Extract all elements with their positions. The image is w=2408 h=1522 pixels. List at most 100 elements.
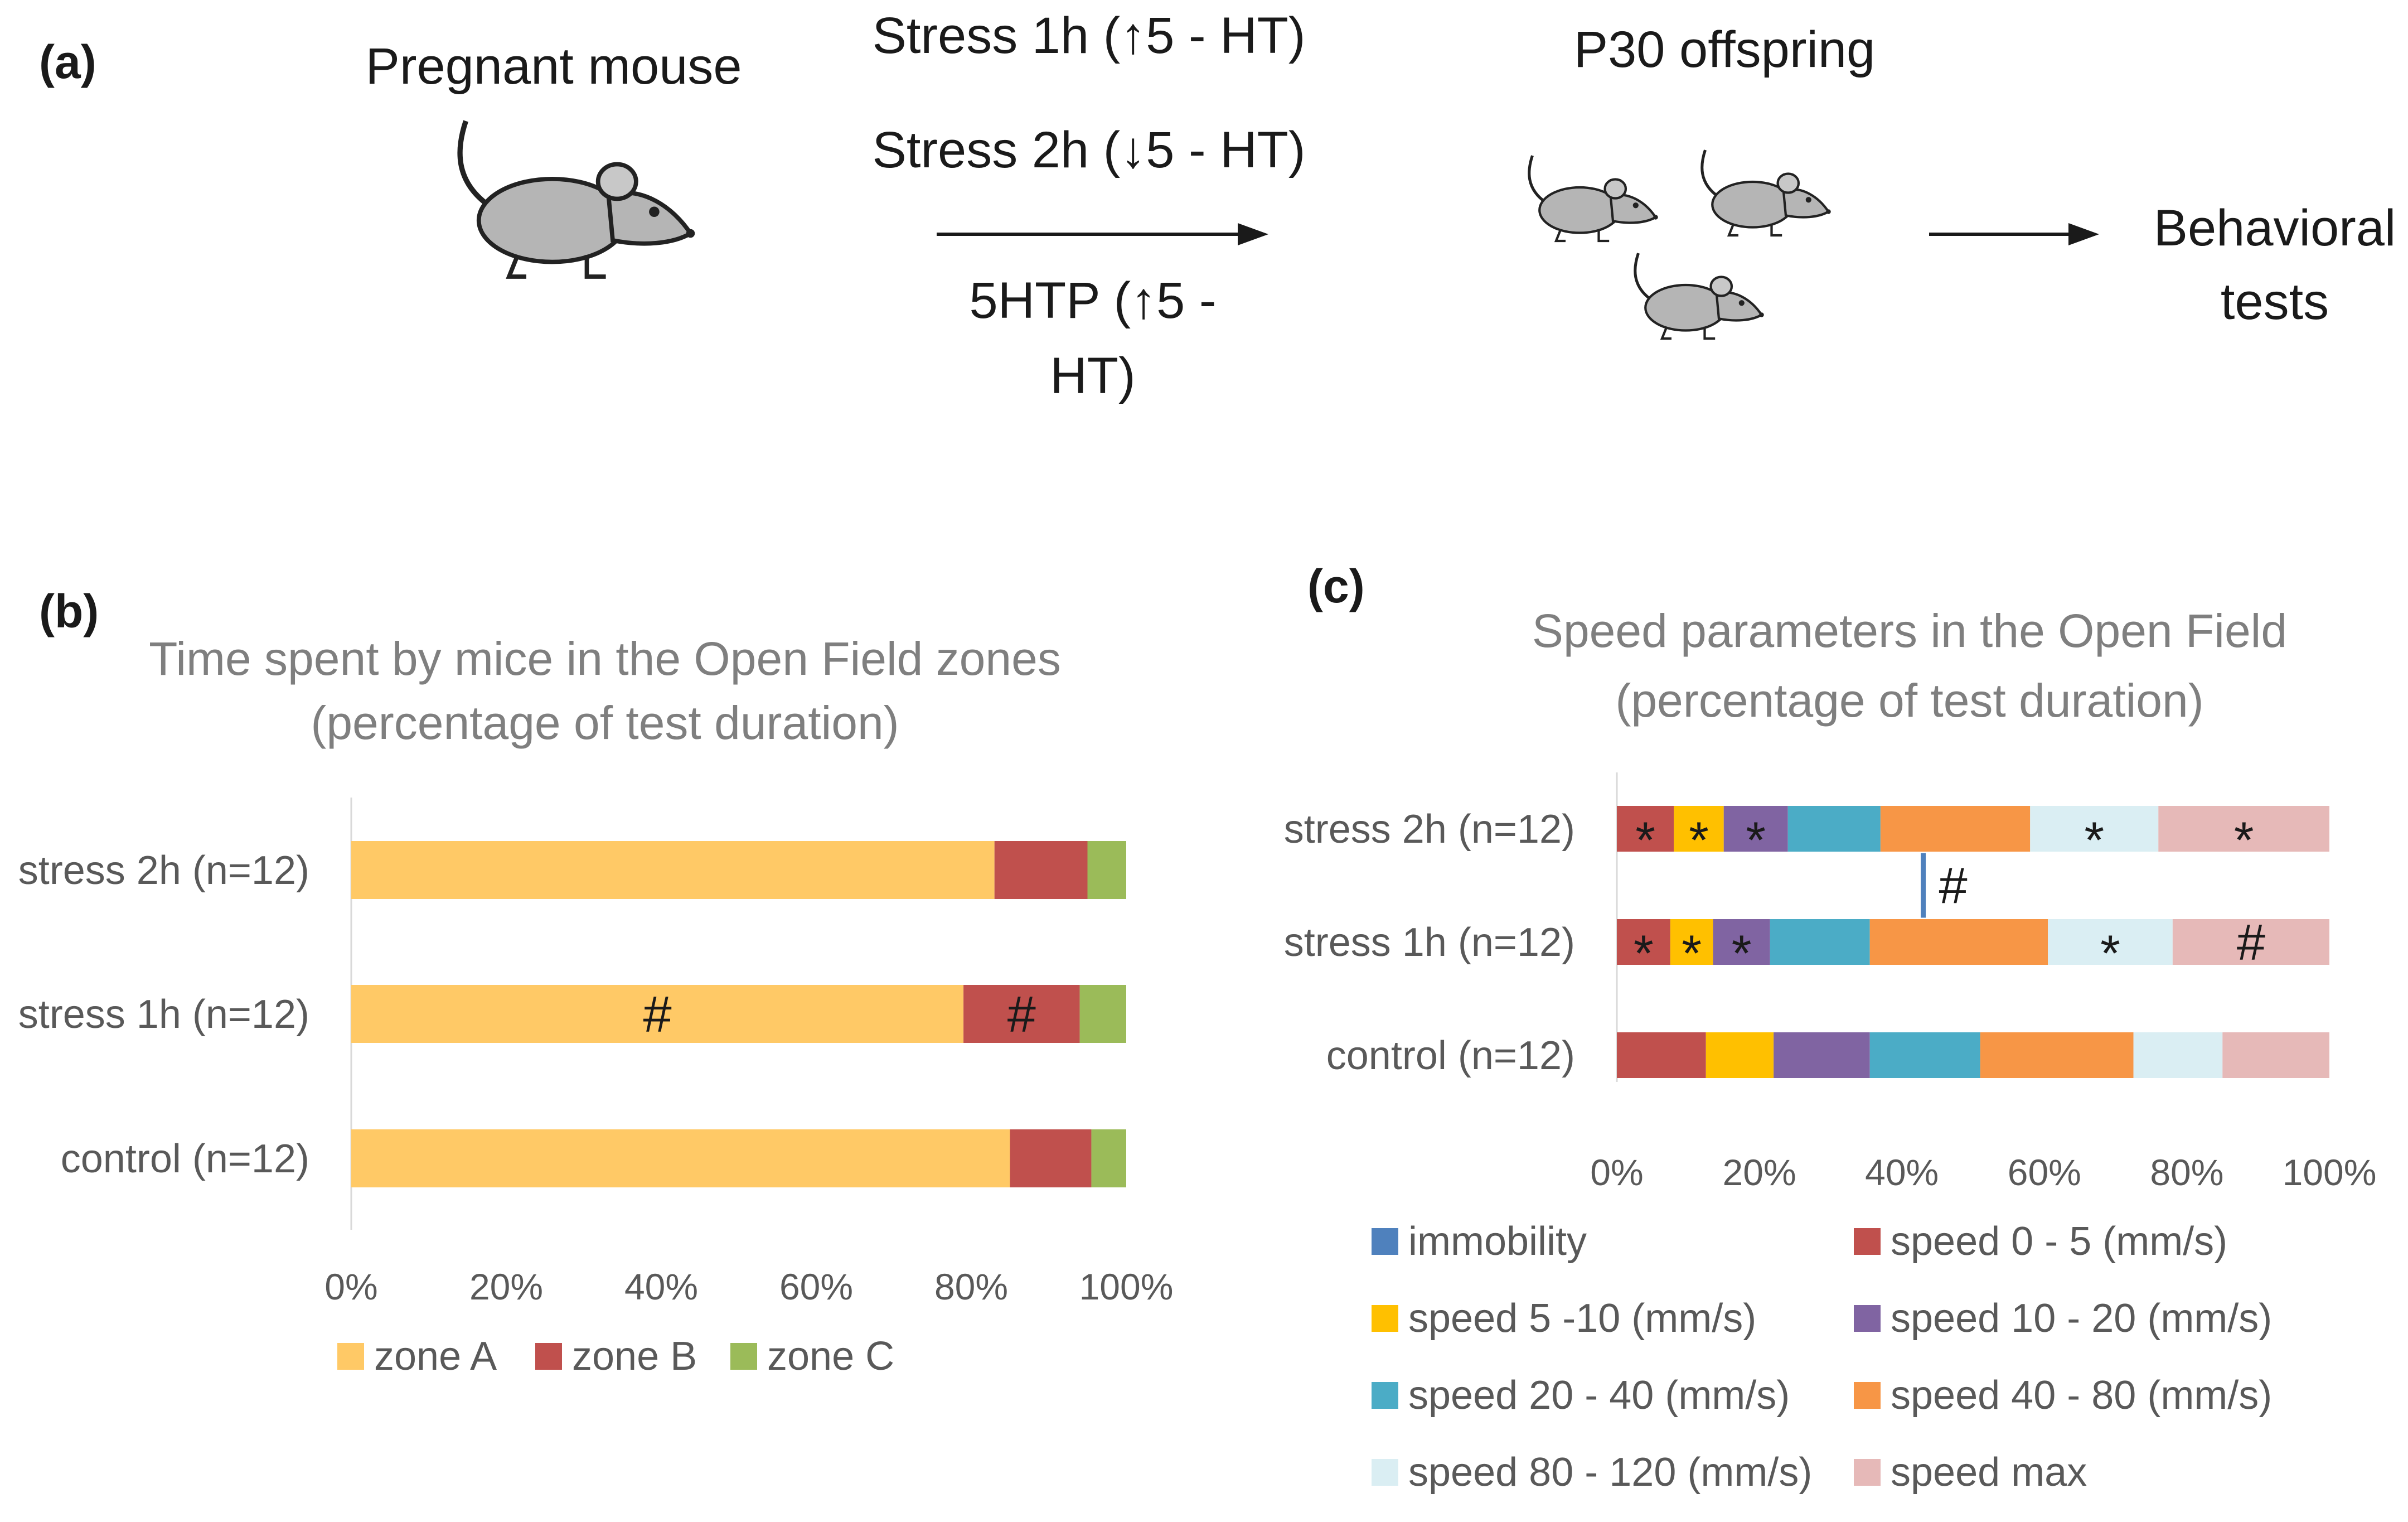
- legend-label: speed max: [1891, 1450, 2087, 1495]
- chart-title: Speed parameters in the Open Field: [1532, 605, 2287, 657]
- bar-segment: [1723, 806, 1788, 852]
- category-label: stress 1h (n=12): [18, 992, 309, 1037]
- significance-marker: *: [2100, 925, 2120, 982]
- bar-segment: [1010, 1129, 1092, 1187]
- stress-2h-label: Stress 2h (↓5 - HT): [872, 122, 1305, 178]
- arrow-icon: [937, 223, 1268, 245]
- bar-segment: [1670, 919, 1713, 965]
- legend-swatch: [1854, 1305, 1881, 1332]
- category-label: stress 2h (n=12): [18, 848, 309, 893]
- significance-marker: *: [1746, 812, 1766, 869]
- bar-segment: [1674, 806, 1724, 852]
- legend-label: immobility: [1408, 1219, 1587, 1264]
- legend-swatch: [1854, 1382, 1881, 1409]
- bar-segment: [963, 985, 1080, 1043]
- category-label: control (n=12): [1326, 1033, 1575, 1078]
- x-tick-label: 60%: [2008, 1152, 2081, 1193]
- legend-swatch: [535, 1343, 562, 1370]
- bar-segment: [351, 985, 964, 1043]
- x-tick-label: 20%: [469, 1266, 543, 1307]
- bar-segment: [1770, 919, 1870, 965]
- x-tick-label: 40%: [1865, 1152, 1939, 1193]
- significance-marker: #: [2237, 914, 2265, 971]
- significance-marker: *: [2084, 812, 2104, 869]
- category-label: stress 2h (n=12): [1284, 807, 1575, 852]
- significance-marker: #: [1007, 986, 1036, 1043]
- legend-label: zone C: [767, 1334, 894, 1379]
- legend-swatch: [1854, 1459, 1881, 1486]
- significance-marker: *: [2234, 812, 2254, 869]
- bar-segment: [1617, 806, 1674, 852]
- bar-segment: [1087, 841, 1126, 899]
- stress-1h-label: Stress 1h (↑5 - HT): [872, 7, 1305, 64]
- x-tick-label: 100%: [2283, 1152, 2377, 1193]
- significance-marker: *: [1689, 812, 1709, 869]
- legend-label: speed 20 - 40 (mm/s): [1408, 1373, 1790, 1418]
- bar-segment: [1713, 919, 1770, 965]
- mouse-icon: [1635, 253, 1764, 339]
- legend-swatch: [1372, 1305, 1398, 1332]
- legend-label: speed 0 - 5 (mm/s): [1891, 1219, 2227, 1264]
- behavioral-tests-label-line1: Behavioral: [2154, 200, 2396, 257]
- legend-swatch: [1372, 1459, 1398, 1486]
- legend-swatch: [730, 1343, 757, 1370]
- legend-label: speed 40 - 80 (mm/s): [1891, 1373, 2272, 1418]
- bar-segment: [1869, 1032, 1980, 1078]
- bar-segment: [2048, 919, 2173, 965]
- legend-swatch: [337, 1343, 364, 1370]
- legend-label: speed 5 -10 (mm/s): [1408, 1296, 1756, 1341]
- significance-marker: *: [1634, 925, 1654, 982]
- x-tick-label: 100%: [1079, 1266, 1174, 1307]
- x-tick-label: 20%: [1723, 1152, 1796, 1193]
- significance-marker: #: [643, 986, 671, 1043]
- legend-swatch: [1854, 1228, 1881, 1255]
- bar-segment: [351, 841, 995, 899]
- chart-title: (percentage of test duration): [311, 697, 899, 749]
- chart-title: Time spent by mice in the Open Field zon…: [149, 632, 1061, 685]
- category-label: stress 1h (n=12): [1284, 920, 1575, 965]
- bar-segment: [2222, 1032, 2329, 1078]
- chart-c-speed-parameters: (c) Speed parameters in the Open Field (pe…: [1284, 560, 2377, 1495]
- x-tick-label: 80%: [2150, 1152, 2223, 1193]
- chart-title: (percentage of test duration): [1615, 674, 2203, 727]
- arrow-icon: [1929, 223, 2099, 245]
- legend-label: zone A: [374, 1334, 497, 1379]
- 5htp-label-line2: HT): [1050, 347, 1135, 404]
- bar-segment: [2158, 806, 2329, 852]
- significance-marker: *: [1732, 925, 1752, 982]
- bar-segment: [1706, 1032, 1774, 1078]
- legend-swatch: [1372, 1228, 1398, 1255]
- bar-segment: [1774, 1032, 1870, 1078]
- mouse-icon: [1702, 150, 1831, 235]
- diagram-panel-a: (a) Pregnant mouse Stress 1h (↑5 - HT) S…: [39, 7, 2396, 404]
- bar-segment: [994, 841, 1088, 899]
- mouse-icon: [460, 121, 695, 277]
- panel-label-a: (a): [39, 36, 96, 88]
- bar-segment: [1880, 806, 2031, 852]
- pregnant-mouse-label: Pregnant mouse: [365, 38, 742, 95]
- category-label: control (n=12): [61, 1137, 309, 1181]
- bar-segment: [1079, 985, 1126, 1043]
- chart-b-time-in-zones: (b) Time spent by mice in the Open Field …: [18, 585, 1174, 1379]
- bar-segment: [1617, 1032, 1706, 1078]
- x-tick-label: 0%: [324, 1266, 377, 1307]
- bar-segment: [2030, 806, 2159, 852]
- bar-segment: [1617, 919, 1670, 965]
- 5htp-label-line1: 5HTP (↑5 -: [969, 272, 1216, 329]
- legend-swatch: [1372, 1382, 1398, 1409]
- bar-segment: [1869, 919, 2048, 965]
- x-tick-label: 40%: [624, 1266, 698, 1307]
- legend-label: zone B: [572, 1334, 697, 1379]
- x-tick-label: 80%: [934, 1266, 1008, 1307]
- x-tick-label: 60%: [779, 1266, 853, 1307]
- legend-label: speed 10 - 20 (mm/s): [1891, 1296, 2272, 1341]
- panel-label: (c): [1307, 560, 1365, 612]
- bar-segment: [1980, 1032, 2134, 1078]
- significance-marker: #: [1939, 858, 1968, 915]
- bar-segment: [1787, 806, 1881, 852]
- behavioral-tests-label-line2: tests: [2221, 273, 2329, 330]
- p30-offspring-label: P30 offspring: [1574, 21, 1875, 78]
- bar-segment: [1091, 1129, 1126, 1187]
- x-tick-label: 0%: [1590, 1152, 1643, 1193]
